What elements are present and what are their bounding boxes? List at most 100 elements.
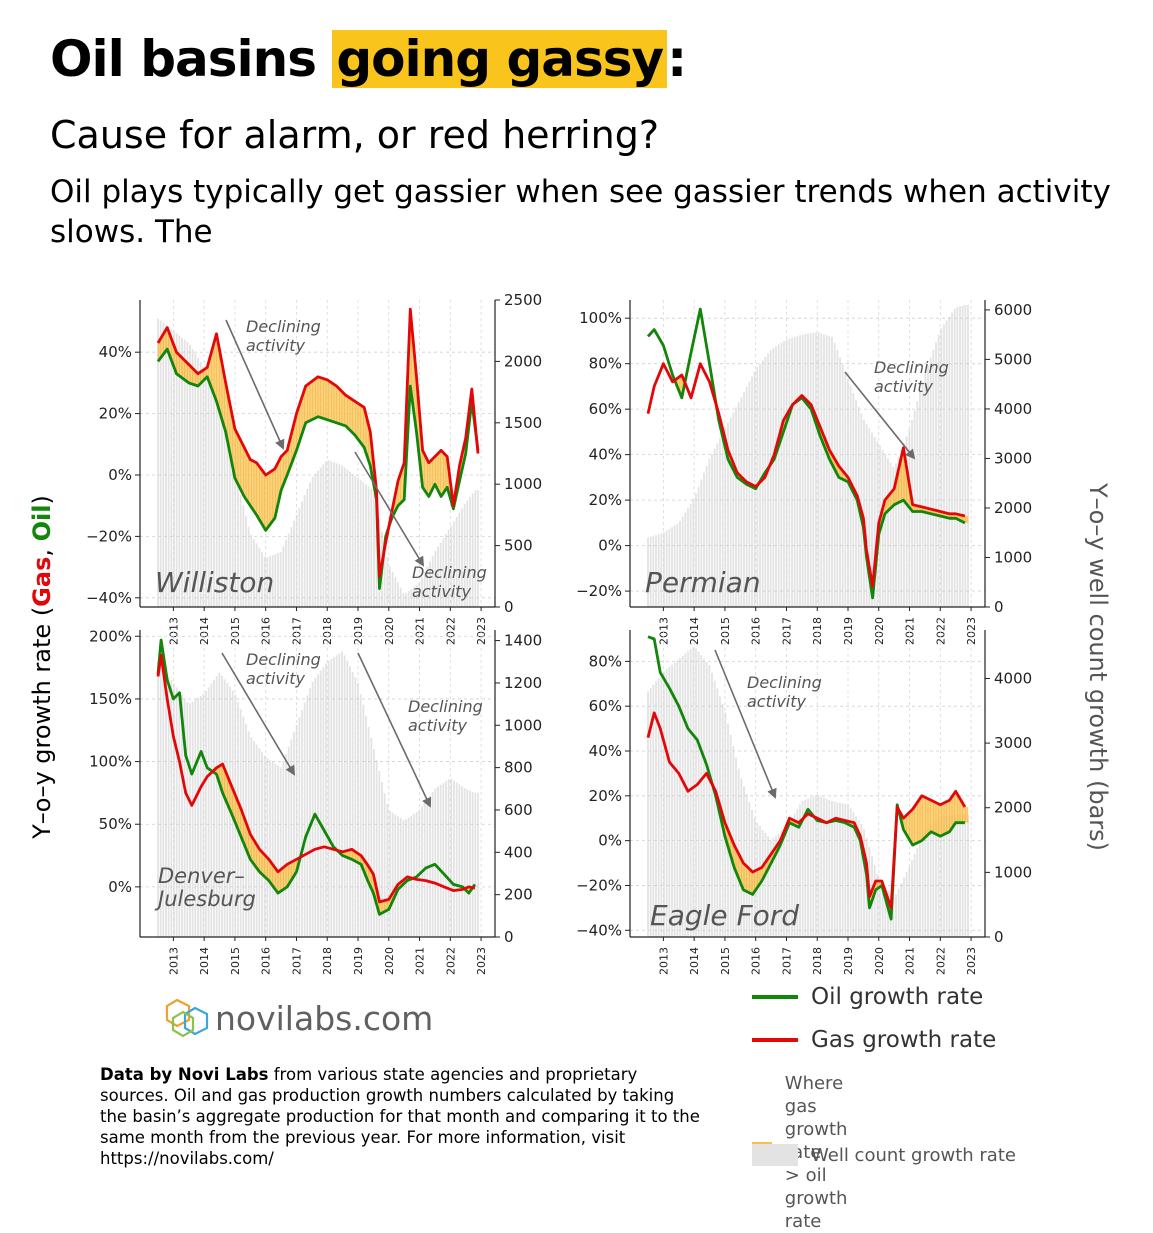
gas-growth-line (156, 307, 480, 578)
well-count-bar (389, 566, 391, 607)
page-subtitle: Cause for alarm, or red herring? (50, 113, 660, 157)
well-count-bar (855, 399, 857, 607)
well-count-bar (415, 584, 418, 607)
well-count-bar (796, 808, 799, 937)
well-count-bar (703, 658, 705, 937)
well-count-bar (215, 676, 218, 937)
well-count-bar (389, 810, 391, 937)
well-count-bar (793, 336, 796, 607)
logo-text: novilabs.com (215, 998, 434, 1038)
fill-region (212, 764, 300, 894)
well-count-bar (338, 464, 341, 607)
annotation-arrow (225, 319, 285, 450)
well-count-bar (761, 360, 764, 607)
annotation-arrow (714, 649, 777, 799)
right-tick-label: 600 (504, 801, 533, 819)
x-tick-label: 2019 (842, 617, 855, 645)
well-count-bar (967, 815, 969, 937)
well-count-bar (796, 336, 799, 607)
well-count-bar (929, 357, 932, 607)
left-tick-label: −20% (576, 876, 622, 894)
well-count-bar (391, 571, 394, 607)
left-tick-label: −20% (86, 527, 132, 545)
well-count-bar (700, 655, 703, 937)
well-count-bar (828, 799, 831, 937)
well-count-bar (820, 796, 823, 937)
right-tick-label: 1000 (994, 548, 1032, 566)
gas-growth-line (156, 653, 476, 904)
well-count-bar (242, 505, 245, 607)
well-count-bar (953, 814, 956, 937)
well-count-bar (876, 874, 879, 937)
left-tick-label: 100% (89, 753, 132, 771)
right-tick-label: 6000 (994, 301, 1032, 319)
well-count-bar (269, 759, 271, 937)
well-count-bar (721, 433, 724, 607)
well-count-bar (732, 412, 735, 607)
well-count-bar (415, 811, 418, 937)
well-count-bar (274, 554, 277, 607)
well-count-bar (194, 353, 197, 607)
well-count-bars (157, 651, 479, 937)
well-count-bar (948, 316, 951, 607)
well-count-bar (183, 698, 186, 937)
well-count-bar (325, 461, 327, 607)
well-count-bar (477, 793, 479, 937)
well-count-bar (314, 473, 317, 607)
well-count-bar (823, 797, 825, 937)
left-tick-label: 200% (89, 627, 132, 645)
well-count-bar (391, 812, 394, 937)
x-tick-label: 2023 (965, 617, 978, 645)
legend-oil-swatch (752, 995, 798, 999)
page-title: Oil basins going gassy: (50, 30, 687, 88)
well-count-bar (951, 814, 953, 937)
well-count-bar (367, 726, 370, 937)
well-count-bar (375, 759, 378, 937)
well-count-bar (394, 814, 397, 937)
right-tick-label: 3000 (994, 449, 1032, 467)
well-count-bar (373, 748, 375, 937)
well-count-bar (335, 655, 338, 937)
well-count-bar (799, 335, 801, 607)
well-count-bar (767, 353, 769, 607)
well-count-bar (911, 860, 913, 937)
well-count-bar (439, 542, 442, 607)
well-count-bar (386, 804, 389, 937)
left-tick-label: 0% (598, 537, 622, 555)
well-count-bar (327, 460, 330, 607)
well-count-bar (716, 443, 719, 607)
well-count-bar (668, 667, 671, 937)
x-tick-label: 2021 (414, 617, 427, 645)
fill-region (158, 327, 384, 583)
well-count-bar (652, 535, 655, 607)
x-tick-label: 2019 (842, 947, 855, 975)
well-count-bar (437, 786, 439, 937)
well-count-bar (405, 593, 407, 607)
well-count-bar (290, 739, 293, 937)
well-count-bar (266, 557, 269, 607)
well-count-bar (665, 669, 668, 937)
well-count-bar (831, 336, 833, 607)
well-count-bar (657, 534, 660, 607)
x-tick-label: 2014 (688, 947, 701, 975)
well-count-bar (450, 778, 453, 937)
left-tick-label: 40% (589, 742, 622, 760)
chart-panel-2: 200% 150% 100% 50% 0% 1400 1200 1000 800 600 400 20… (89, 627, 542, 975)
well-count-bar (780, 831, 783, 937)
well-count-bar (319, 670, 322, 937)
well-count-bar (413, 813, 415, 937)
well-count-bar (199, 361, 202, 607)
well-count-bar (466, 789, 469, 937)
left-tick-label: 20% (99, 405, 132, 423)
well-count-bar (194, 699, 197, 937)
left-tick-label: 0% (108, 878, 132, 896)
well-count-bar (713, 448, 716, 607)
x-tick-label: 2014 (198, 617, 211, 645)
well-count-bar (407, 591, 410, 607)
well-count-bar (735, 407, 737, 607)
well-count-bar (213, 395, 215, 607)
right-tick-label: 0 (994, 928, 1004, 946)
well-count-bar (210, 683, 213, 937)
well-count-bar (322, 667, 325, 937)
well-count-bar (343, 467, 346, 607)
